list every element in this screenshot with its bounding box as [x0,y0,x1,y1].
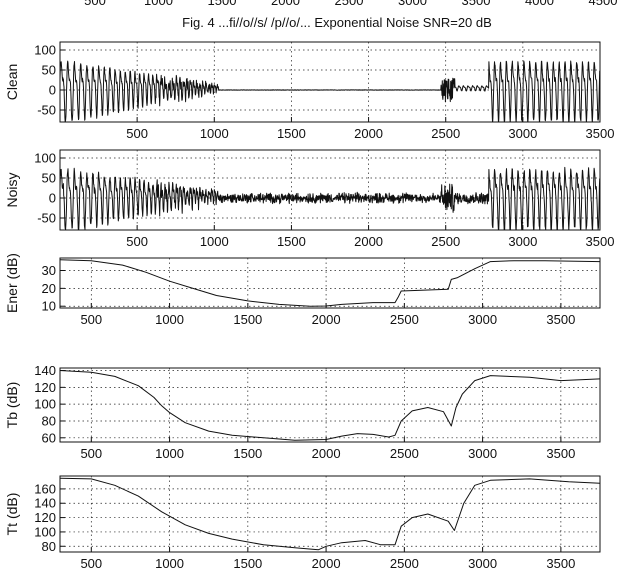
data-trace [60,370,600,441]
y-tick-label: 100 [34,524,56,539]
figure-title: Fig. 4 ...fi//o//s/ /p//o/... Exponentia… [182,15,492,30]
top-partial-tick-row: 500 1000 1500 2000 2500 3000 3500 4000 4500 [84,0,617,8]
x-tick-label: 2000 [312,312,341,327]
x-tick-label: 3000 [508,234,537,249]
top-partial-tick: 3000 [398,0,427,8]
y-tick-label: -50 [37,211,56,226]
x-tick-label: 3000 [468,556,497,571]
x-tick-label: 1000 [155,446,184,461]
x-tick-label: 1500 [233,446,262,461]
top-partial-tick: 500 [84,0,106,8]
x-tick-label: 1000 [155,556,184,571]
x-tick-label: 1000 [155,312,184,327]
y-axis-label: Tt (dB) [4,493,20,536]
x-tick-label: 1500 [233,312,262,327]
top-partial-tick: 4000 [525,0,554,8]
x-tick-label: 2500 [390,312,419,327]
x-tick-label: 2500 [390,446,419,461]
x-tick-label: 2000 [312,556,341,571]
x-tick-label: 3500 [546,446,575,461]
top-partial-tick: 2500 [335,0,364,8]
y-tick-label: 30 [42,263,56,278]
axes-frame [59,41,601,123]
x-tick-label: 3500 [546,312,575,327]
x-tick-label: 3000 [468,312,497,327]
axes-frame [59,149,601,231]
y-tick-label: 0 [49,191,56,206]
y-tick-label: 120 [34,510,56,525]
x-tick-label: 500 [126,126,148,141]
subplot-2: 500 1000 1500 2000 2500 3000 3500 -50 0 50 100 Nois… [4,149,615,249]
y-axis-label: Ener (dB) [4,253,20,313]
axes-frame [59,257,601,309]
x-tick-label: 2500 [390,556,419,571]
x-tick-label: 3500 [586,126,615,141]
data-trace [60,60,600,122]
y-tick-label: 10 [42,299,56,314]
y-tick-label: 50 [42,63,56,78]
top-partial-tick: 4500 [589,0,618,8]
subplot-1: 500 1000 1500 2000 2500 3000 3500 -50 0 50 100 Clea… [4,41,615,141]
data-trace [60,166,600,230]
top-partial-tick: 3500 [462,0,491,8]
x-tick-label: 1000 [200,234,229,249]
y-tick-label: 140 [34,496,56,511]
x-tick-label: 500 [80,556,102,571]
top-partial-tick: 1500 [208,0,237,8]
x-tick-label: 500 [80,312,102,327]
axes-frame [59,367,601,443]
top-partial-tick: 2000 [271,0,300,8]
y-tick-label: 50 [42,171,56,186]
x-tick-label: 3000 [508,126,537,141]
y-axis-label: Clean [4,64,20,101]
x-tick-label: 2000 [312,446,341,461]
y-tick-label: 100 [34,43,56,58]
x-tick-label: 3500 [586,234,615,249]
x-tick-label: 1000 [200,126,229,141]
subplot-stack: 500 1000 1500 2000 2500 3000 3500-50050100Clea… [4,41,615,571]
x-tick-label: 2000 [354,234,383,249]
x-tick-label: 500 [80,446,102,461]
x-tick-label: 1500 [277,126,306,141]
x-tick-label: 2500 [431,126,460,141]
y-tick-label: -50 [37,103,56,118]
x-tick-label: 1500 [233,556,262,571]
y-tick-label: 0 [49,83,56,98]
y-tick-label: 160 [34,481,56,496]
x-tick-label: 1500 [277,234,306,249]
y-tick-label: 60 [42,430,56,445]
data-trace [60,477,600,551]
data-trace [60,259,600,307]
y-axis-label: Noisy [4,172,20,207]
y-tick-label: 100 [34,151,56,166]
y-tick-label: 20 [42,281,56,296]
y-tick-label: 120 [34,380,56,395]
x-tick-label: 3500 [546,556,575,571]
axes-frame [59,475,601,553]
y-tick-label: 140 [34,363,56,378]
y-tick-label: 100 [34,397,56,412]
y-axis-label: Tb (dB) [4,382,20,429]
subplot-5: 500 1000 1500 2000 2500 3000 3500 8010012014016… [4,475,601,571]
subplot-3: 500 1000 1500 2000 2500 3000 3500 10 20 30 Ener (d… [4,253,601,327]
y-tick-label: 80 [42,539,56,554]
x-tick-label: 2500 [431,234,460,249]
x-tick-label: 500 [126,234,148,249]
top-partial-tick: 1000 [144,0,173,8]
x-tick-label: 3000 [468,446,497,461]
y-tick-label: 80 [42,413,56,428]
x-tick-label: 2000 [354,126,383,141]
